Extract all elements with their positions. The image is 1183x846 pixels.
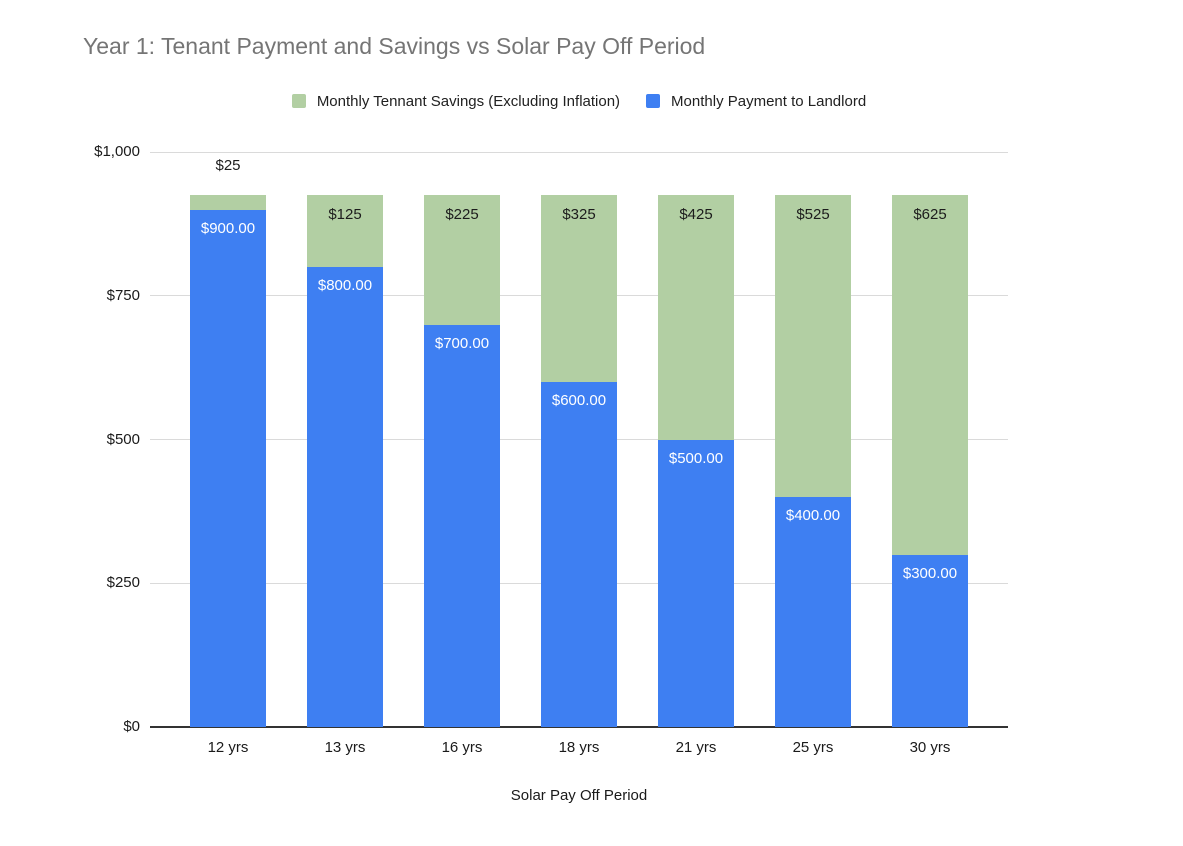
legend: Monthly Tennant Savings (Excluding Infla… bbox=[150, 88, 1008, 114]
x-tick-label: 25 yrs bbox=[792, 739, 834, 756]
bar-segment-payment[interactable] bbox=[541, 382, 617, 727]
bar-segment-payment[interactable] bbox=[190, 209, 266, 727]
y-tick-label: $500 bbox=[106, 430, 140, 448]
bar-segment-savings[interactable] bbox=[424, 195, 500, 325]
legend-label: Monthly Payment to Landlord bbox=[671, 92, 867, 110]
chart-title: Year 1: Tenant Payment and Savings vs So… bbox=[83, 33, 706, 59]
bar-label-savings: $525 bbox=[796, 206, 830, 224]
x-tick-label: 13 yrs bbox=[324, 739, 366, 756]
legend-label: Monthly Tennant Savings (Excluding Infla… bbox=[316, 92, 621, 110]
bar-label-savings: $425 bbox=[679, 206, 713, 224]
legend-item-savings[interactable]: Monthly Tennant Savings (Excluding Infla… bbox=[291, 92, 621, 110]
bar-label-savings: $25 bbox=[215, 157, 241, 175]
legend-item-payment[interactable]: Monthly Payment to Landlord bbox=[646, 93, 866, 110]
bar-label-savings: $325 bbox=[562, 206, 596, 224]
bar-label-payment: $300.00 bbox=[902, 564, 958, 582]
legend-swatch-icon bbox=[291, 94, 306, 108]
bar-label-payment: $500.00 bbox=[668, 449, 724, 467]
y-tick-label: $0 bbox=[123, 718, 140, 735]
bar-segment-payment[interactable] bbox=[658, 439, 734, 727]
bar-segment-savings[interactable] bbox=[541, 195, 617, 382]
bar-segment-savings[interactable] bbox=[658, 195, 734, 440]
bar-segment-savings[interactable] bbox=[775, 195, 851, 497]
x-axis-line bbox=[150, 726, 1008, 728]
bar-label-payment: $400.00 bbox=[785, 507, 841, 524]
bar-label-savings: $125 bbox=[328, 206, 362, 224]
x-tick-label: 30 yrs bbox=[909, 739, 951, 756]
bar-segment-payment[interactable] bbox=[892, 554, 968, 727]
bar-segment-savings[interactable] bbox=[307, 195, 383, 267]
bar-label-payment: $900.00 bbox=[200, 219, 256, 237]
y-tick-label: $750 bbox=[106, 286, 140, 304]
bar-segment-savings[interactable] bbox=[892, 195, 968, 555]
x-axis-title: Solar Pay Off Period bbox=[510, 787, 648, 804]
bar-label-payment: $600.00 bbox=[551, 392, 607, 409]
x-tick-label: 21 yrs bbox=[675, 739, 717, 756]
bar-segment-payment[interactable] bbox=[775, 497, 851, 727]
legend-swatch-icon bbox=[646, 94, 661, 108]
x-tick-label: 18 yrs bbox=[558, 739, 600, 756]
y-tick-label: $250 bbox=[106, 574, 140, 592]
y-gridline bbox=[150, 151, 1008, 153]
y-tick-label: $1,000 bbox=[94, 143, 140, 160]
x-tick-label: 12 yrs bbox=[207, 739, 249, 756]
bar-segment-savings[interactable] bbox=[190, 195, 266, 210]
bar-segment-payment[interactable] bbox=[307, 267, 383, 727]
bar-label-payment: $700.00 bbox=[434, 334, 490, 352]
x-tick-label: 16 yrs bbox=[441, 739, 483, 756]
bar-label-payment: $800.00 bbox=[317, 277, 373, 294]
bar-label-savings: $625 bbox=[913, 206, 947, 224]
bar-label-savings: $225 bbox=[445, 206, 479, 224]
bar-segment-payment[interactable] bbox=[424, 324, 500, 727]
